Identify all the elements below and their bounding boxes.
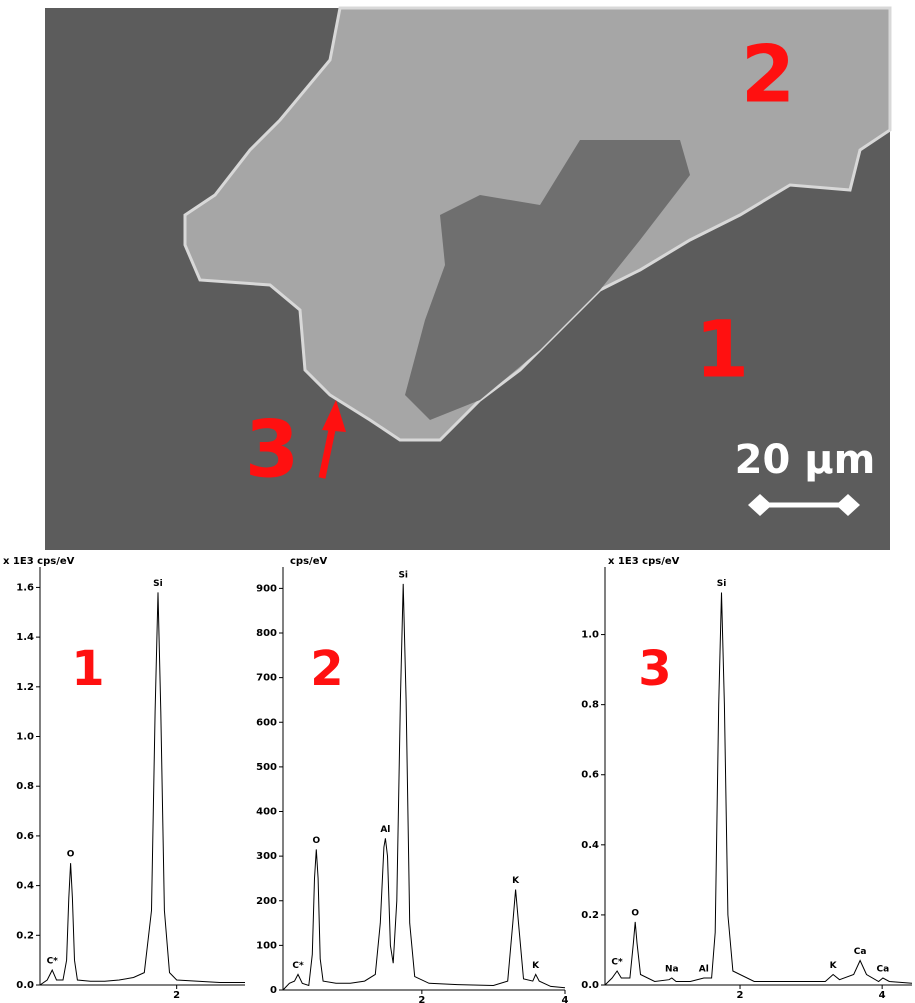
x-tick-label: 4: [562, 995, 569, 1003]
panel-background: [605, 550, 915, 1003]
peak-label: K: [512, 876, 520, 886]
scale-bar-end: [836, 494, 860, 516]
region-label: 2: [741, 30, 795, 120]
region-label: 1: [695, 305, 749, 395]
y-tick-label: 1.2: [16, 682, 34, 693]
y-tick-label: 0.0: [16, 980, 34, 991]
peak-label: Si: [398, 570, 408, 580]
arrow-head: [322, 400, 346, 432]
peak-label: Ca: [854, 947, 867, 957]
y-tick-label: 0.8: [16, 781, 34, 792]
y-tick-label: 0.6: [16, 831, 34, 842]
scale-bar-end: [748, 494, 772, 516]
y-tick-label: 1.6: [16, 582, 34, 593]
arrow-shaft: [318, 424, 337, 479]
y-tick-label: 300: [256, 851, 277, 862]
y-tick-label: 0.2: [581, 910, 599, 921]
y-tick-label: 800: [256, 628, 277, 639]
spectrum-line: [604, 592, 913, 986]
peak-label: O: [312, 836, 320, 846]
y-tick-label: 100: [256, 940, 277, 951]
y-tick-label: 0.6: [581, 770, 599, 781]
y-axis-label: cps/eV: [290, 556, 327, 567]
peak-label: Si: [717, 579, 727, 589]
x-tick-label: 2: [737, 990, 744, 1001]
peak-label: Al: [699, 964, 709, 974]
x-tick-label: 2: [173, 990, 180, 1001]
y-tick-label: 0.8: [581, 700, 599, 711]
peak-label: K: [830, 961, 838, 971]
y-tick-label: 600: [256, 717, 277, 728]
peak-label: O: [631, 908, 639, 918]
x-tick-label: 2: [418, 995, 425, 1003]
y-tick-label: 1.4: [16, 632, 34, 643]
peak-label: C*: [47, 957, 59, 967]
peak-label: Na: [665, 964, 679, 974]
y-tick-label: 0.2: [16, 930, 34, 941]
y-tick-label: 200: [256, 896, 277, 907]
y-axis-label: x 1E3 cps/eV: [3, 556, 75, 567]
panel-background: [0, 550, 245, 1003]
y-tick-label: 1.0: [581, 630, 599, 641]
y-tick-label: 0.4: [16, 881, 34, 892]
micrograph: 2 1 3 20 µm: [45, 6, 892, 550]
y-tick-label: 700: [256, 673, 277, 684]
y-tick-label: 500: [256, 762, 277, 773]
y-tick-label: 0: [270, 985, 277, 996]
panel-label: 3: [638, 641, 671, 697]
panel-label: 1: [71, 641, 104, 697]
panel-background: [245, 550, 605, 1003]
panel-label: 2: [310, 641, 343, 697]
region-label: 3: [245, 405, 299, 495]
spectrum-line: [39, 592, 245, 986]
peak-label: C*: [292, 961, 304, 971]
peak-label: Si: [153, 579, 163, 589]
x-tick-label: 4: [879, 990, 886, 1001]
y-tick-label: 900: [256, 583, 277, 594]
peak-label: Ca: [877, 964, 890, 974]
y-axis-label: x 1E3 cps/eV: [608, 556, 680, 567]
y-tick-label: 1.0: [16, 732, 34, 743]
y-tick-label: 0.4: [581, 840, 599, 851]
peak-label: C*: [611, 957, 623, 967]
inclusion: [405, 140, 690, 420]
y-tick-label: 0.0: [581, 980, 599, 991]
peak-label: O: [67, 850, 75, 860]
peak-label: Al: [380, 825, 390, 835]
spectrum-line: [282, 583, 566, 991]
peak-label: K: [532, 961, 540, 971]
scale-bar-label: 20 µm: [735, 437, 876, 483]
y-tick-label: 400: [256, 807, 277, 818]
